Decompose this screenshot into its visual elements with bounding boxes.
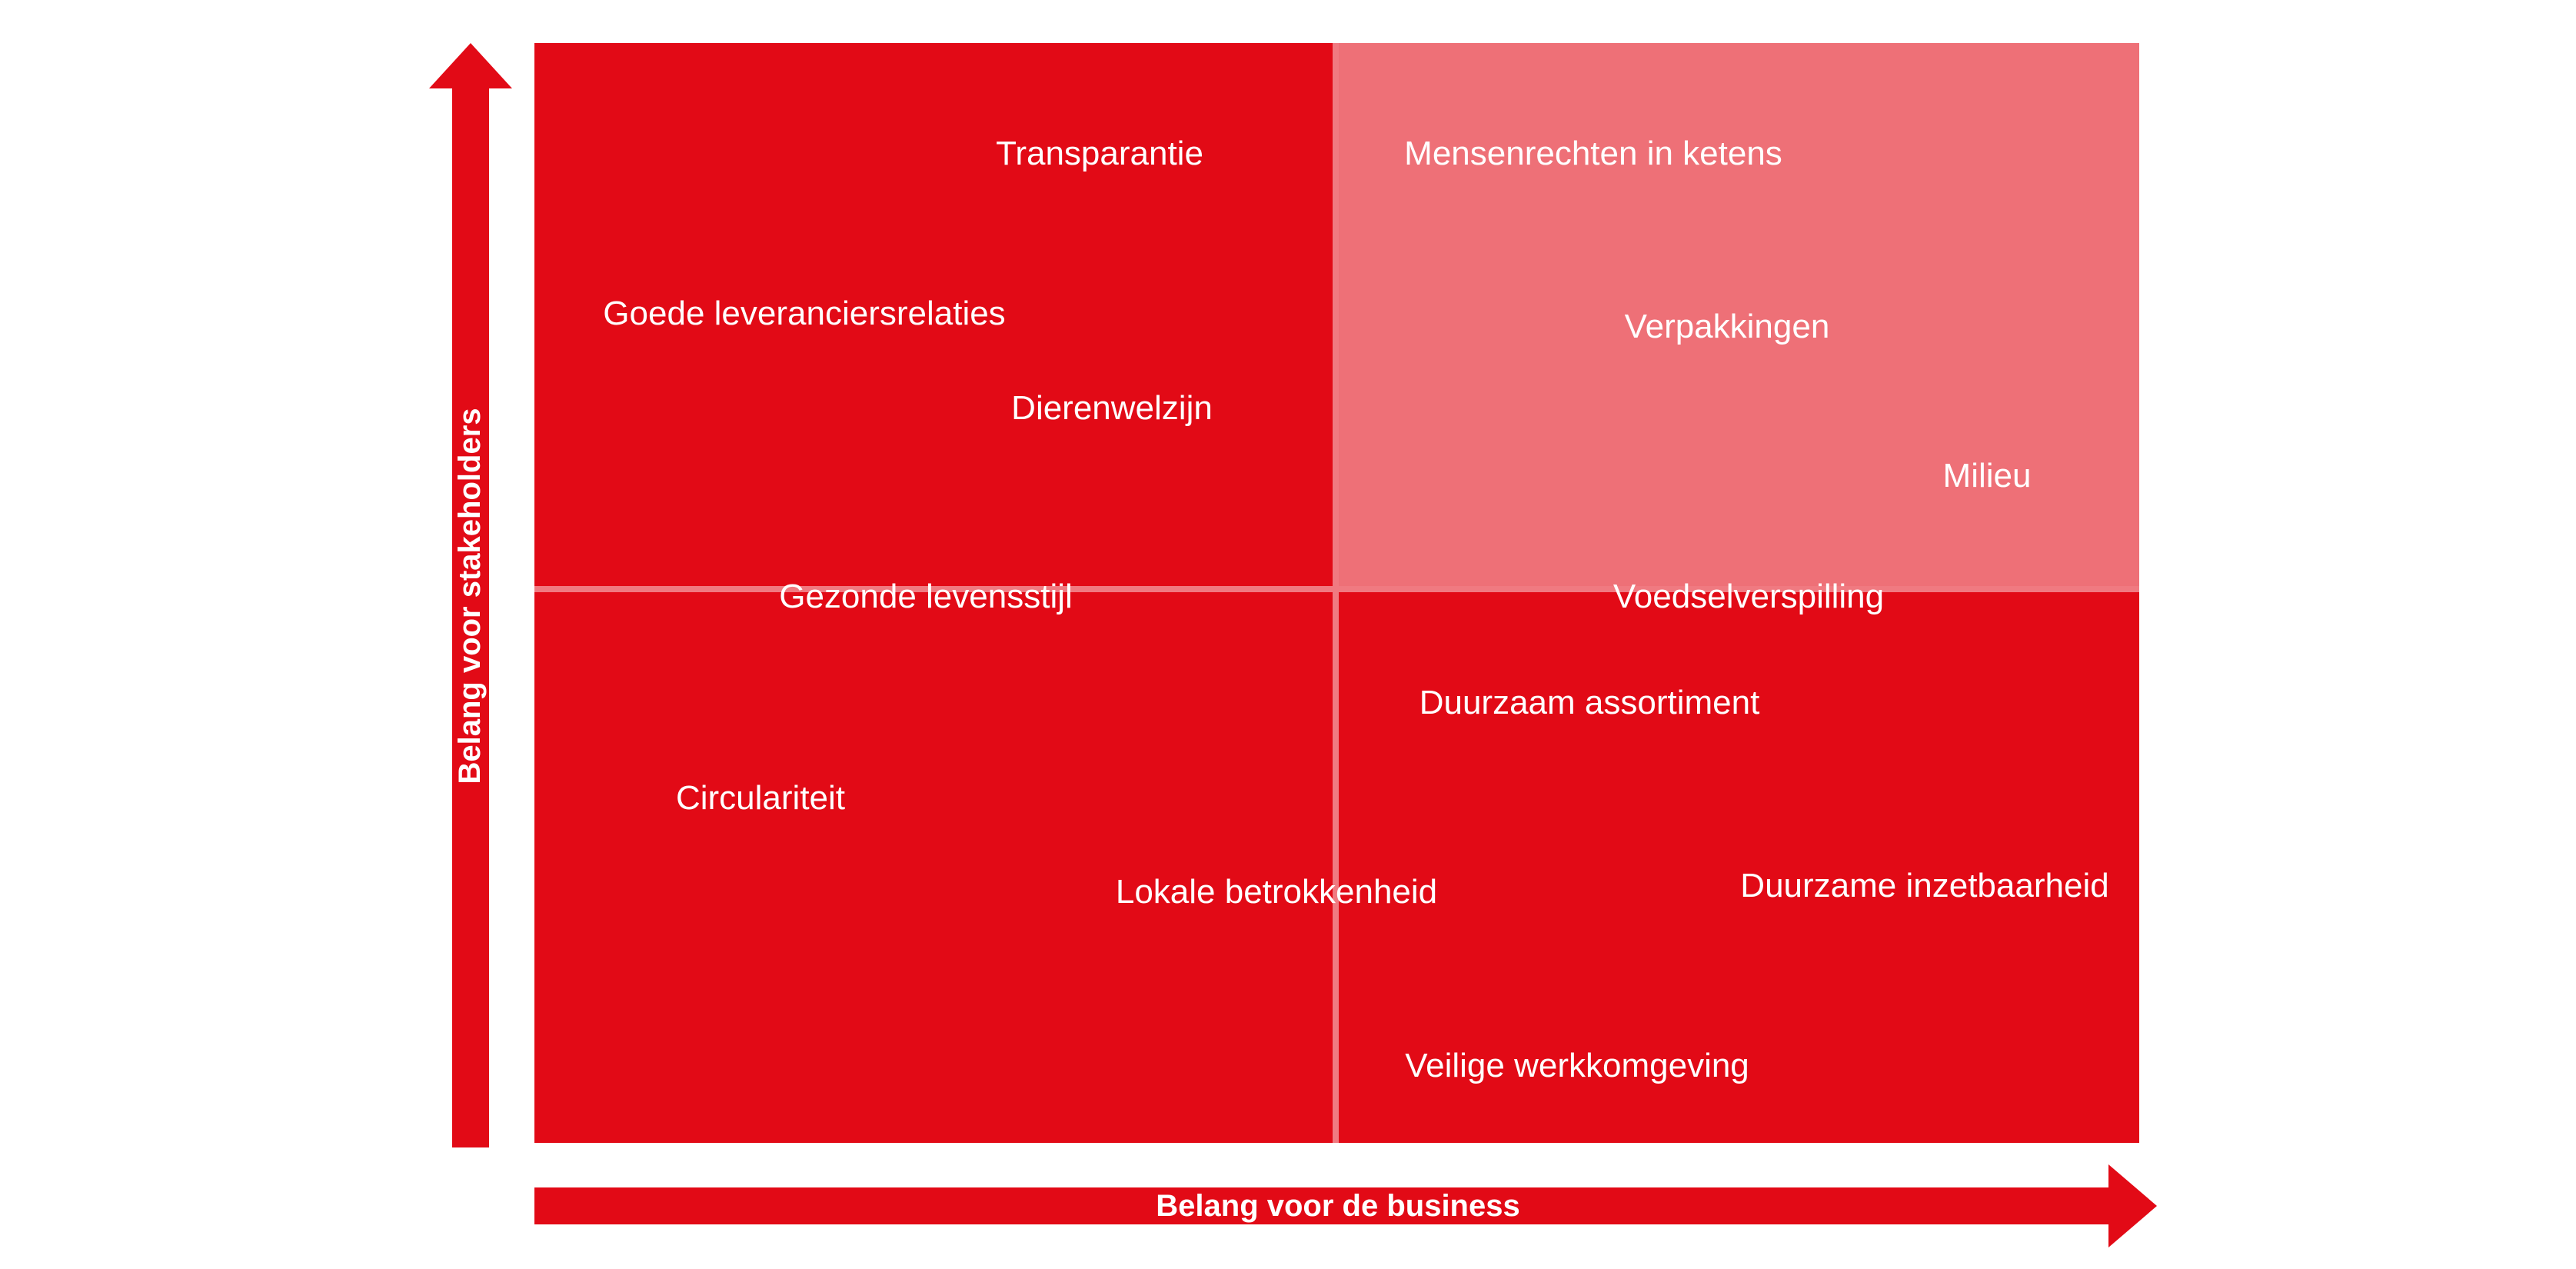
topic-voedselverspilling: Voedselverspilling <box>1612 578 1885 615</box>
topic-mensenrechten-in-ketens: Mensenrechten in ketens <box>1404 135 1782 172</box>
vertical-divider <box>1333 43 1339 1143</box>
topic-duurzaam-assortiment: Duurzaam assortiment <box>1419 684 1760 721</box>
y-axis-arrow <box>429 43 512 1147</box>
quadrant-bottom-left <box>534 589 1336 1143</box>
quadrant-top-left <box>534 43 1336 589</box>
topic-duurzame-inzetbaarheid: Duurzame inzetbaarheid <box>1740 867 2109 904</box>
topic-lokale-betrokkenheid: Lokale betrokkenheid <box>1115 873 1438 911</box>
topic-gezonde-levensstijl: Gezonde levensstijl <box>779 578 1073 615</box>
topic-goede-leveranciersrelaties: Goede leveranciersrelaties <box>603 295 1006 332</box>
topic-veilige-werkkomgeving: Veilige werkkomgeving <box>1405 1047 1749 1084</box>
x-axis-arrow <box>534 1164 2157 1247</box>
y-axis-label: Belang voor stakeholders <box>453 408 487 784</box>
quadrant-top-right-highlight <box>1336 43 2139 589</box>
topic-verpakkingen: Verpakkingen <box>1624 308 1830 345</box>
topic-transparantie: Transparantie <box>996 135 1203 172</box>
quadrant-bottom-right <box>1336 589 2139 1143</box>
topic-milieu: Milieu <box>1942 457 2032 495</box>
topic-circulariteit: Circulariteit <box>675 779 846 817</box>
x-axis-label: Belang voor de business <box>1156 1189 1520 1223</box>
topic-dierenwelzijn: Dierenwelzijn <box>1011 389 1213 427</box>
